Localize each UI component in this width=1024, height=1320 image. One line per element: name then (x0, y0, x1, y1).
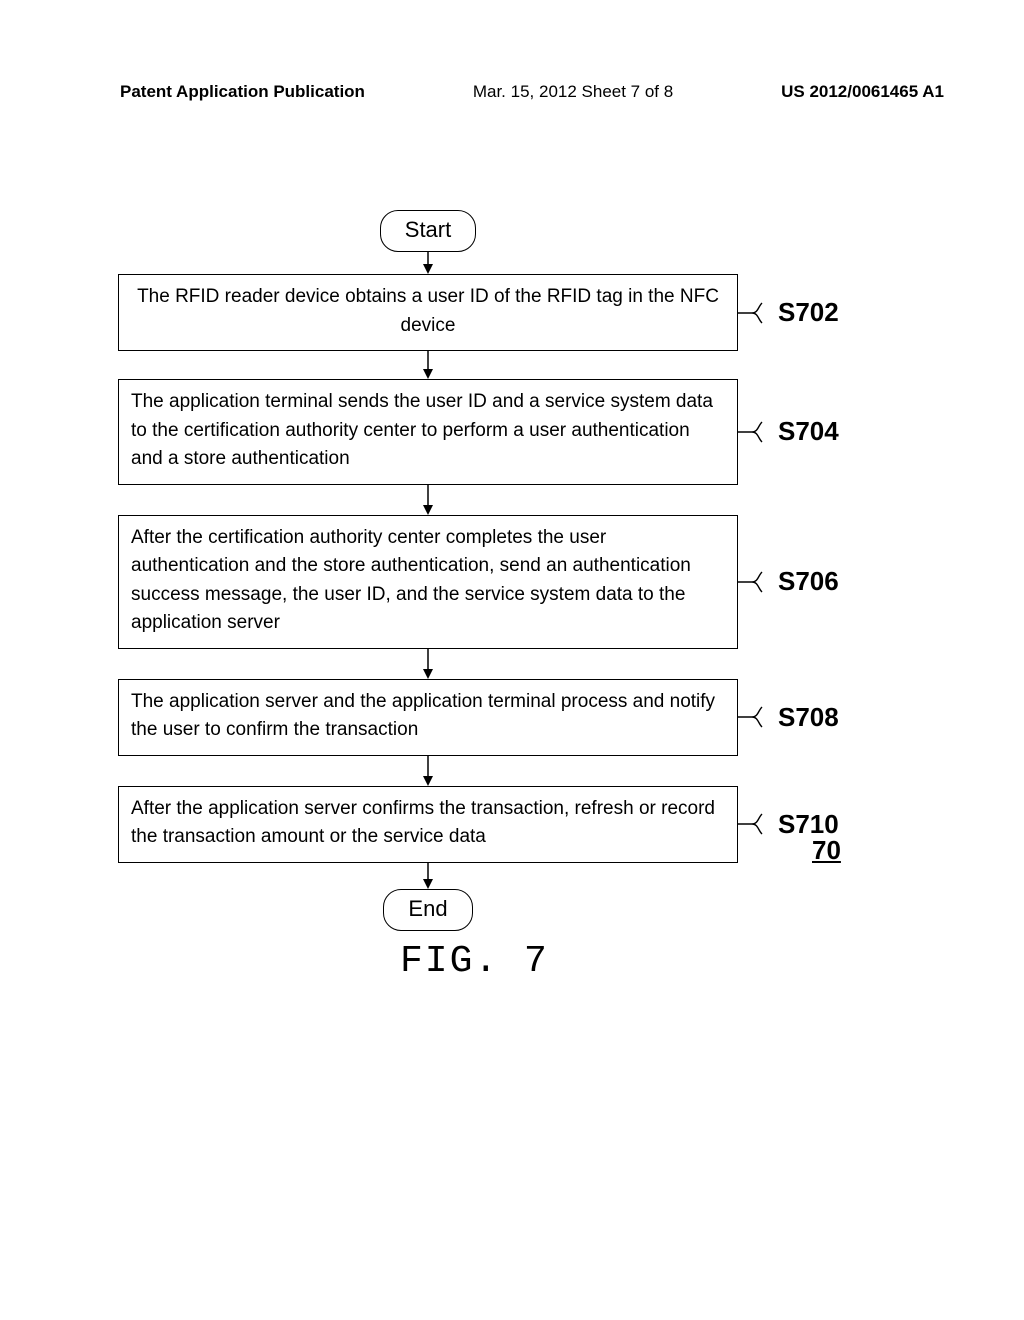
step-row-2: After the certification authority center… (118, 515, 898, 649)
step-box-3: The application server and the applicati… (118, 679, 738, 756)
figure-number: 70 (812, 835, 841, 866)
start-wrap: Start (118, 210, 738, 252)
step-row-0: The RFID reader device obtains a user ID… (118, 274, 898, 351)
end-label: End (408, 896, 447, 921)
start-label: Start (405, 217, 451, 242)
arrow-3 (118, 649, 738, 679)
step-text-4: After the application server confirms th… (131, 798, 715, 848)
arrow-2 (118, 485, 738, 515)
connector-0: S702 (738, 297, 839, 328)
start-node: Start (380, 210, 476, 252)
step-id-0: S702 (778, 297, 839, 328)
step-box-0: The RFID reader device obtains a user ID… (118, 274, 738, 351)
figure-caption: FIG. 7 (400, 940, 549, 983)
step-row-1: The application terminal sends the user … (118, 379, 898, 485)
header-left: Patent Application Publication (120, 82, 365, 102)
step-id-2: S706 (778, 566, 839, 597)
flowchart: Start The RFID reader device obtains a u… (118, 210, 898, 931)
step-row-3: The application server and the applicati… (118, 679, 898, 756)
page-header: Patent Application Publication Mar. 15, … (120, 82, 944, 102)
step-box-1: The application terminal sends the user … (118, 379, 738, 485)
step-id-1: S704 (778, 416, 839, 447)
end-node: End (383, 889, 472, 931)
header-mid: Mar. 15, 2012 Sheet 7 of 8 (473, 82, 673, 102)
step-text-1: The application terminal sends the user … (131, 391, 713, 469)
arrow-1 (118, 351, 738, 379)
step-row-4: After the application server confirms th… (118, 786, 898, 863)
step-text-0: The RFID reader device obtains a user ID… (137, 286, 719, 336)
connector-2: S706 (738, 566, 839, 597)
step-text-3: The application server and the applicati… (131, 691, 715, 741)
arrow-4 (118, 756, 738, 786)
connector-1: S704 (738, 416, 839, 447)
step-box-4: After the application server confirms th… (118, 786, 738, 863)
step-box-2: After the certification authority center… (118, 515, 738, 649)
step-text-2: After the certification authority center… (131, 527, 691, 634)
arrow-0 (118, 252, 738, 274)
step-id-3: S708 (778, 702, 839, 733)
connector-3: S708 (738, 702, 839, 733)
header-right: US 2012/0061465 A1 (781, 82, 944, 102)
end-wrap: End (118, 889, 738, 931)
arrow-5 (118, 863, 738, 889)
